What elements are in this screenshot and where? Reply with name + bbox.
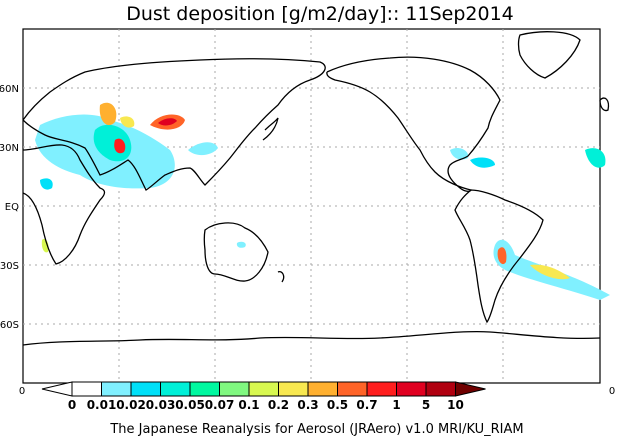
colorbar-cell: [366, 381, 397, 397]
footer-credit: The Japanese Reanalysis for Aerosol (JRA…: [109, 422, 523, 437]
colorbar-label: 0.03: [146, 398, 176, 412]
colorbar-cell: [189, 381, 220, 397]
colorbar-under-triangle: [41, 381, 73, 397]
colorbar-cell: [160, 381, 191, 397]
svg-text:60N: 60N: [0, 84, 19, 95]
colorbar-cell: [425, 381, 456, 397]
map-frame: [22, 28, 601, 384]
map-title: Dust deposition [g/m2/day]:: 11Sep2014: [126, 3, 514, 25]
svg-text:EQ: EQ: [5, 202, 19, 213]
colorbar-label: 0.1: [238, 398, 259, 412]
colorbar-cell: [71, 381, 102, 397]
lat-labels: 60N 30N EQ 30S 60S: [0, 84, 19, 331]
colorbar-label: 0.02: [116, 398, 146, 412]
svg-text:30N: 30N: [0, 143, 19, 154]
colorbar-label: 0.07: [205, 398, 235, 412]
colorbar-label: 0.5: [327, 398, 348, 412]
colorbar-cell: [337, 381, 368, 397]
svg-text:30S: 30S: [0, 261, 19, 272]
colorbar-cell: [219, 381, 250, 397]
colorbar-cell: [278, 381, 309, 397]
colorbar-label: 10: [447, 398, 464, 412]
colorbar-cell: [130, 381, 161, 397]
colorbar-label: 5: [422, 398, 430, 412]
x-axis-label-right: 0: [609, 386, 615, 397]
colorbar-cell: [101, 381, 132, 397]
colorbar-cell: [248, 381, 279, 397]
colorbar: 0 0.01 0.02 0.03 0.05 0.07 0.1 0.2 0.3 0.5 0.7 1 5 10: [41, 381, 486, 412]
colorbar-label: 0.7: [356, 398, 377, 412]
colorbar-label: 0.2: [268, 398, 289, 412]
coastlines: [22, 31, 610, 346]
colorbar-cell: [396, 381, 427, 397]
colorbar-label: 0: [68, 398, 76, 412]
dust-fields: [35, 102, 610, 300]
colorbar-label: 0.05: [175, 398, 205, 412]
svg-text:60S: 60S: [0, 320, 19, 331]
colorbar-label: 0.01: [87, 398, 117, 412]
colorbar-label: 1: [392, 398, 400, 412]
colorbar-over-triangle: [455, 381, 486, 397]
colorbar-label: 0.3: [297, 398, 318, 412]
colorbar-cell: [307, 381, 338, 397]
x-axis-label-left: 0: [19, 386, 25, 397]
